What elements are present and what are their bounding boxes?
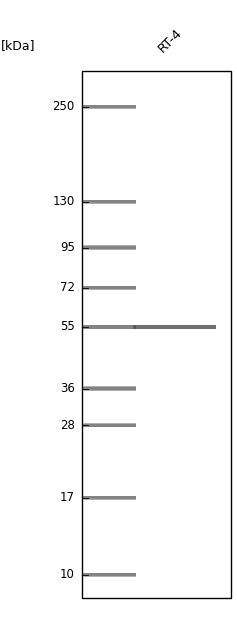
FancyBboxPatch shape (83, 386, 136, 387)
Text: 95: 95 (60, 241, 75, 254)
FancyBboxPatch shape (83, 423, 136, 424)
FancyBboxPatch shape (83, 499, 136, 500)
FancyBboxPatch shape (83, 495, 136, 500)
FancyBboxPatch shape (83, 289, 136, 290)
FancyBboxPatch shape (83, 328, 136, 329)
FancyBboxPatch shape (83, 286, 136, 290)
Text: RT-4: RT-4 (156, 27, 185, 56)
FancyBboxPatch shape (83, 246, 136, 250)
FancyBboxPatch shape (83, 200, 136, 201)
FancyBboxPatch shape (83, 386, 136, 391)
FancyBboxPatch shape (83, 325, 136, 329)
FancyBboxPatch shape (83, 200, 136, 204)
Text: 130: 130 (52, 196, 75, 209)
Text: 17: 17 (60, 491, 75, 504)
Text: 10: 10 (60, 568, 75, 581)
FancyBboxPatch shape (83, 105, 136, 106)
FancyBboxPatch shape (83, 427, 136, 428)
FancyBboxPatch shape (83, 423, 136, 428)
Text: [kDa]: [kDa] (1, 39, 36, 52)
FancyBboxPatch shape (132, 325, 216, 329)
Text: 250: 250 (52, 101, 75, 114)
Text: 55: 55 (60, 320, 75, 334)
FancyBboxPatch shape (83, 576, 136, 577)
FancyBboxPatch shape (83, 325, 136, 326)
Text: 36: 36 (60, 382, 75, 395)
Text: 28: 28 (60, 419, 75, 432)
FancyBboxPatch shape (83, 105, 136, 109)
FancyBboxPatch shape (83, 573, 136, 577)
FancyBboxPatch shape (83, 390, 136, 391)
FancyBboxPatch shape (83, 495, 136, 496)
Text: 72: 72 (60, 281, 75, 294)
FancyBboxPatch shape (83, 249, 136, 250)
FancyBboxPatch shape (82, 71, 231, 598)
